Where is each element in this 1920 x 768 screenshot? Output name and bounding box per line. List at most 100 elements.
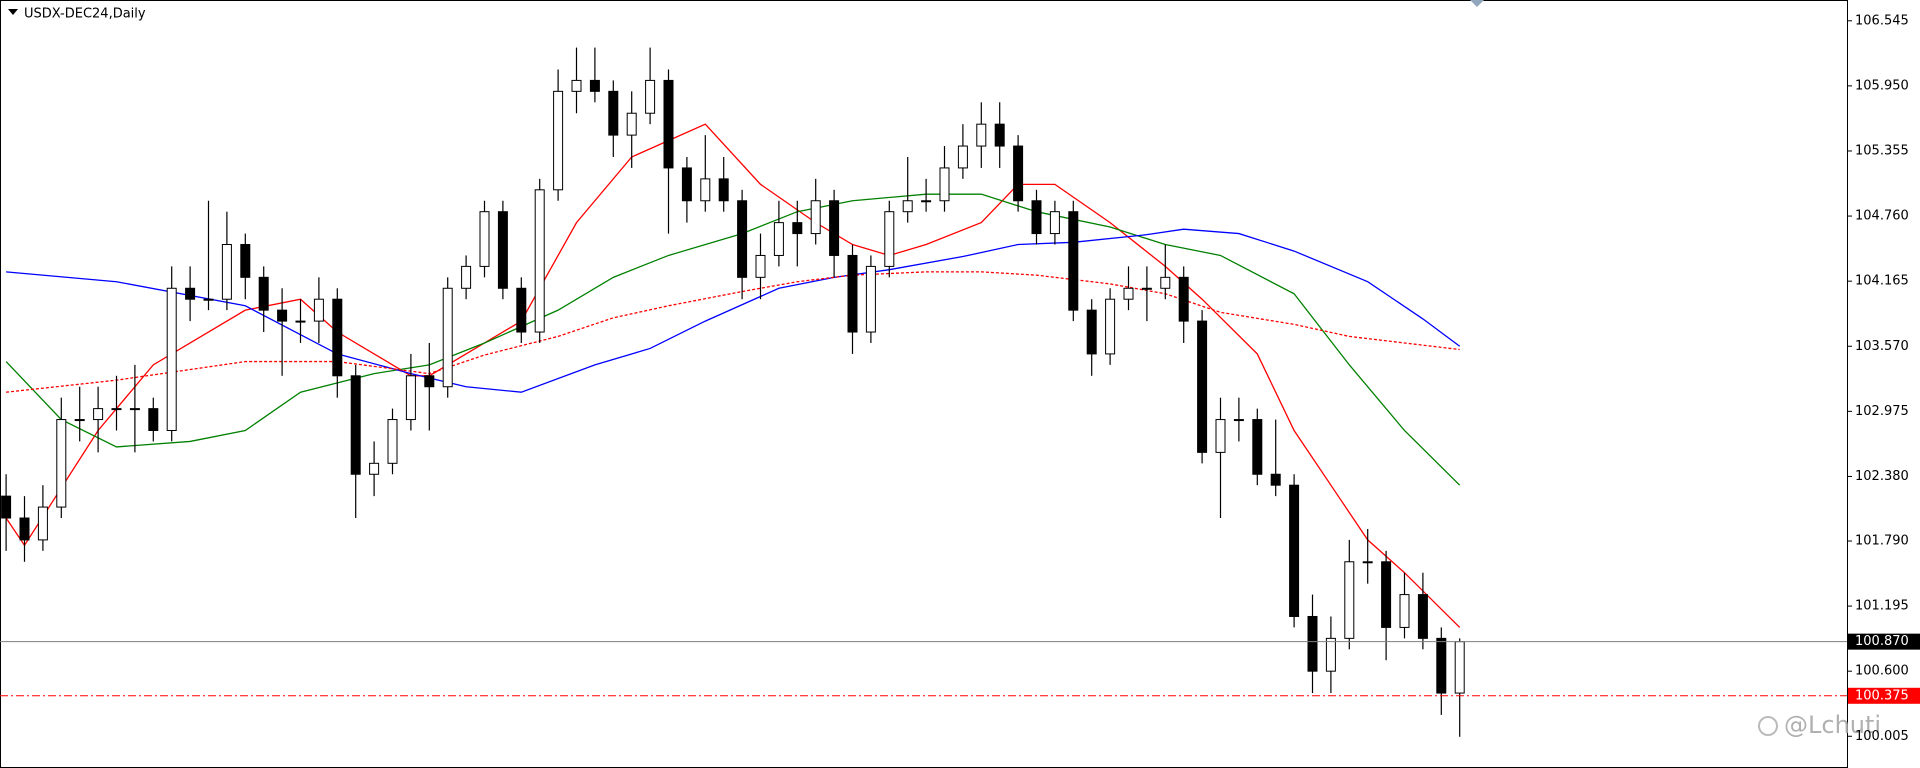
candle-body	[1381, 561, 1392, 628]
price-label-box	[1848, 633, 1920, 650]
candle-body	[1252, 419, 1263, 475]
candle-body	[1270, 473, 1281, 486]
candle-body	[1178, 276, 1189, 322]
candle-body	[663, 79, 674, 169]
y-tick-label: 101.790	[1855, 533, 1909, 548]
candle-body	[810, 200, 821, 235]
candle-body	[829, 200, 840, 256]
candle-body	[865, 265, 876, 333]
candle-body	[148, 408, 159, 431]
candle-body	[921, 200, 932, 203]
candle-body	[553, 90, 564, 191]
candle-body	[718, 178, 729, 202]
y-tick-label: 106.545	[1855, 13, 1909, 28]
candle-body	[516, 287, 527, 333]
candle-body	[1197, 320, 1208, 453]
candle-body	[74, 419, 85, 422]
candle-body	[1289, 484, 1300, 617]
candle-body	[1399, 594, 1410, 628]
candle-body	[681, 167, 692, 202]
candle-body	[424, 375, 435, 388]
candle-body	[295, 320, 306, 323]
y-tick-label: 104.165	[1855, 274, 1909, 289]
menu-triangle[interactable]	[8, 9, 18, 15]
candle-body	[37, 506, 48, 541]
candle-body	[976, 123, 987, 147]
y-tick-label: 102.975	[1855, 404, 1909, 419]
y-tick-label: 100.005	[1855, 729, 1909, 744]
candle-body	[1013, 145, 1024, 202]
candle-body	[1233, 419, 1244, 422]
y-tick-label: 105.950	[1855, 78, 1909, 93]
candle-body	[1049, 211, 1060, 235]
candle-body	[497, 211, 508, 289]
candle-body	[608, 90, 619, 136]
candle-body	[185, 287, 196, 300]
y-tick-label: 100.600	[1855, 664, 1909, 679]
candle-body	[479, 211, 490, 267]
candle-body	[1362, 561, 1373, 564]
candle-body	[1344, 561, 1355, 639]
y-tick-label: 103.570	[1855, 339, 1909, 354]
candle-body	[700, 178, 711, 202]
candle-body	[442, 287, 453, 388]
chart-title: USDX-DEC24,Daily	[24, 7, 146, 22]
candle-body	[461, 265, 472, 289]
candle-body	[387, 419, 398, 464]
candle-body	[589, 79, 600, 92]
candle-body	[847, 254, 858, 333]
candle-body	[313, 298, 324, 322]
candle-body	[1105, 298, 1116, 355]
candle-body	[1325, 637, 1336, 672]
candle-body	[1141, 287, 1152, 290]
watermark: @Lchuti	[1784, 711, 1881, 739]
candle-body	[93, 408, 104, 421]
candle-body	[1031, 200, 1042, 235]
candle-body	[221, 244, 232, 300]
candle-body	[203, 298, 214, 301]
candle-body	[994, 123, 1005, 147]
candle-body	[369, 462, 380, 475]
candle-body	[1417, 594, 1428, 639]
moving-average-line	[6, 271, 1460, 393]
candle-body	[1436, 637, 1447, 694]
candle-body	[332, 298, 343, 377]
candle-body	[773, 222, 784, 256]
candle-body	[902, 200, 913, 213]
candle-body	[1068, 211, 1079, 311]
candle-body	[240, 244, 251, 278]
candle-body	[626, 112, 637, 136]
candle-body	[957, 145, 968, 169]
candle-body	[1307, 615, 1318, 672]
candle-body	[111, 408, 122, 411]
candle-body	[755, 254, 766, 278]
price-label-box	[1848, 687, 1920, 704]
candle-body	[56, 419, 67, 508]
y-tick-label: 105.355	[1855, 143, 1909, 158]
candle-body	[1454, 641, 1465, 694]
price-label: 100.375	[1855, 688, 1909, 703]
candle-body	[1215, 419, 1226, 453]
candle-body	[1086, 309, 1097, 355]
watermark-icon	[1758, 716, 1778, 736]
candle-body	[350, 375, 361, 475]
candle-body	[737, 200, 748, 278]
candle-body	[405, 375, 416, 421]
candle-body	[884, 211, 895, 267]
candle-body	[939, 167, 950, 202]
candle-body	[1123, 287, 1134, 300]
candle-body	[1160, 276, 1171, 289]
candle-body	[571, 79, 582, 92]
candle-body	[645, 79, 656, 114]
shift-marker	[1470, 0, 1484, 7]
candle-body	[1, 495, 12, 519]
y-tick-label: 104.760	[1855, 209, 1909, 224]
candle-body	[129, 408, 140, 411]
candle-body	[258, 276, 269, 311]
price-label: 100.870	[1855, 634, 1909, 649]
y-tick-label: 101.195	[1855, 599, 1909, 614]
candle-body	[792, 222, 803, 235]
